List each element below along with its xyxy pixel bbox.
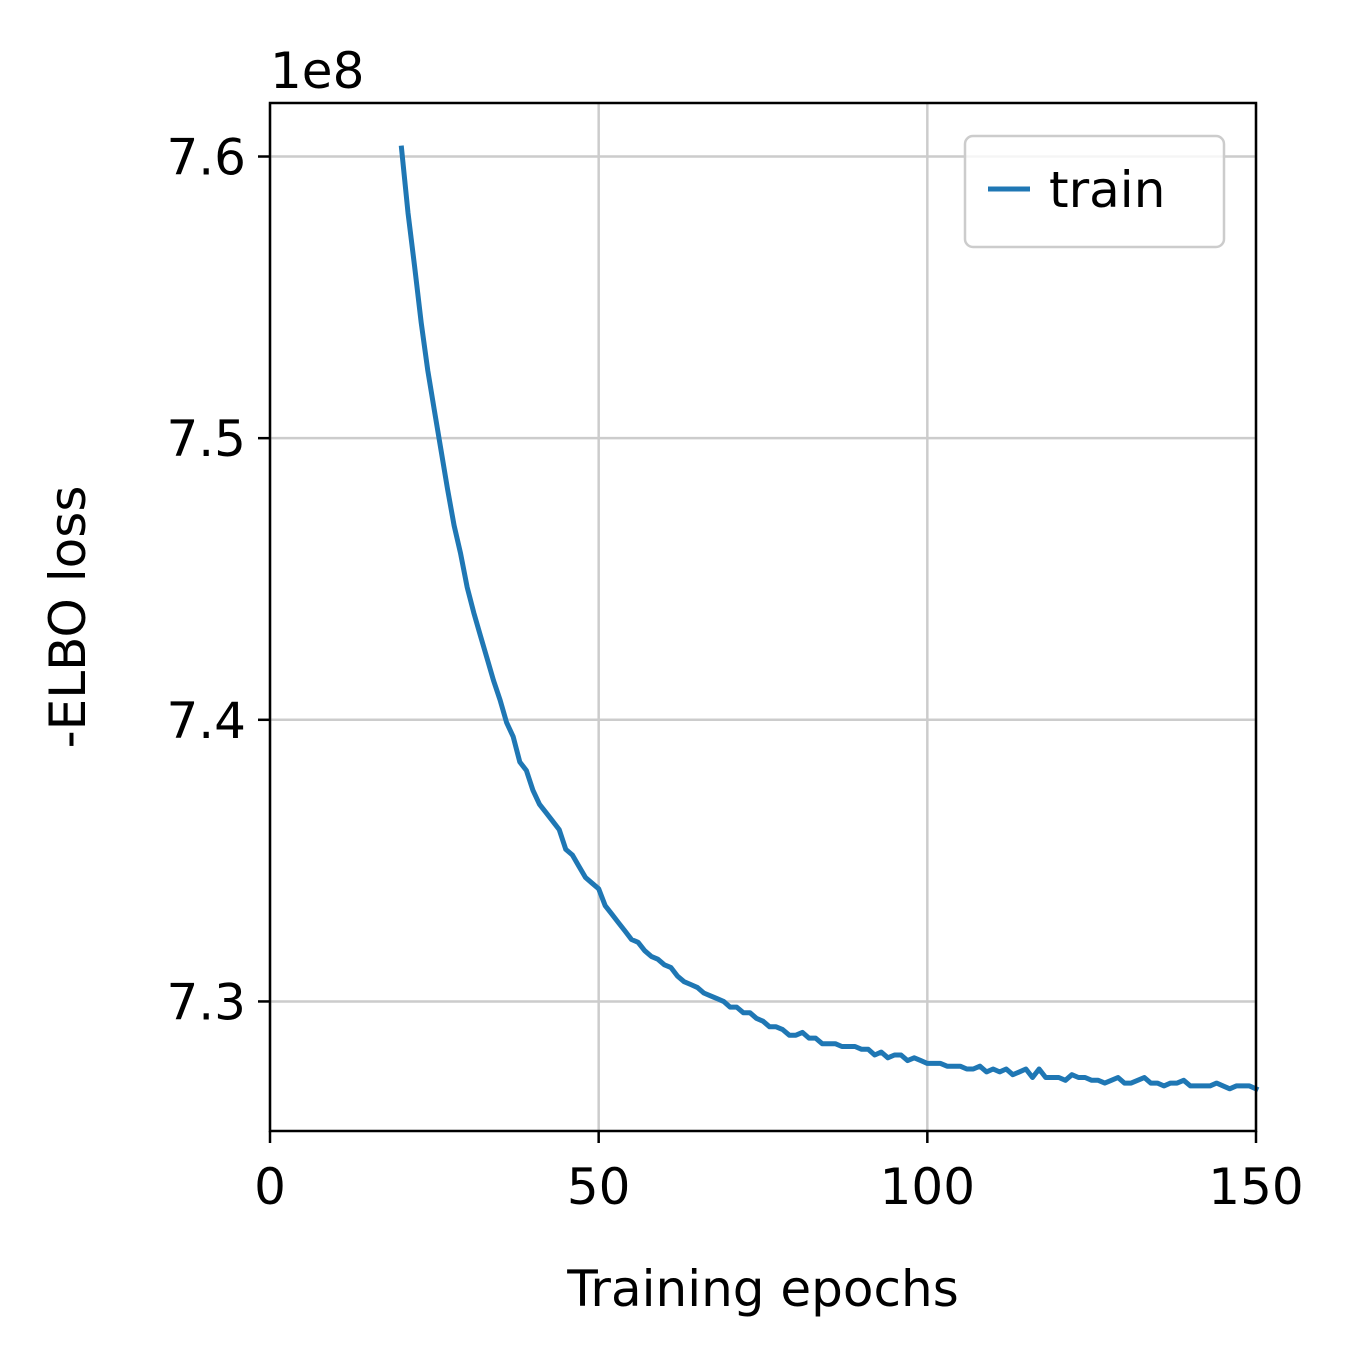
x-tick-label: 150 (1208, 1158, 1303, 1216)
x-tick-label: 100 (880, 1158, 975, 1216)
plot-frame (268, 101, 1258, 1133)
legend: train (963, 134, 1226, 249)
y-tick-label: 7.6 (166, 129, 246, 187)
legend-box (963, 134, 1226, 249)
y-axis-title: -ELBO loss (39, 486, 97, 749)
y-tick-label: 7.4 (166, 692, 246, 750)
x-tick-label: 0 (254, 1158, 286, 1216)
x-axis-title: Training epochs (566, 1260, 959, 1318)
legend-label-train: train (1049, 161, 1165, 219)
series-line-train (398, 145, 1260, 1093)
y-offset-label: 1e8 (270, 42, 364, 100)
y-tick-label: 7.3 (166, 973, 246, 1031)
y-tick-label: 7.5 (166, 410, 246, 468)
x-tick-label: 50 (567, 1158, 631, 1216)
series-layer (398, 145, 1260, 1093)
axis-ticks: 0 50 100 150 7.3 7.4 7.5 7.6 (166, 129, 1303, 1216)
